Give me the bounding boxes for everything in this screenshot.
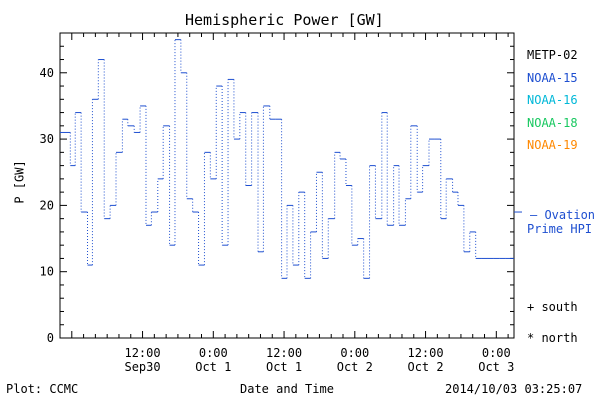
x-axis-label: Date and Time xyxy=(240,382,334,396)
x-tick-label: 0:00 xyxy=(199,346,228,360)
ovation-label: — Ovation xyxy=(530,208,596,222)
y-tick-label: 20 xyxy=(40,198,54,212)
ovation-label-2: Prime HPI xyxy=(527,222,593,236)
x-tick-sublabel: Oct 1 xyxy=(195,360,231,374)
legend: METP-02 NOAA-15 NOAA-16 NOAA-18 NOAA-19 xyxy=(527,44,578,157)
y-tick-label: 0 xyxy=(47,331,54,345)
y-tick-label: 10 xyxy=(40,265,54,279)
legend-item-noaa18: NOAA-18 xyxy=(527,115,578,130)
x-tick-label: 12:00 xyxy=(266,346,302,360)
x-tick-label: 12:00 xyxy=(407,346,443,360)
legend-item-metp02: METP-02 xyxy=(527,48,578,62)
series-group xyxy=(60,39,514,279)
x-tick-sublabel: Oct 2 xyxy=(407,360,443,374)
y-axis-label: P [GW] xyxy=(12,160,27,204)
footer-source: Plot: CCMC xyxy=(6,382,79,396)
x-tick-sublabel: Oct 2 xyxy=(337,360,373,374)
x-tick-label: 12:00 xyxy=(124,346,160,360)
x-tick-label: 0:00 xyxy=(340,346,369,360)
marker-south-label: + south xyxy=(527,300,578,314)
chart-title: Hemispheric Power [GW] xyxy=(185,11,384,29)
plot-frame xyxy=(59,32,515,339)
legend-item-noaa16: NOAA-16 xyxy=(527,93,578,107)
x-tick-sublabel: Sep30 xyxy=(124,360,160,374)
x-tick-sublabel: Oct 1 xyxy=(266,360,302,374)
legend-item-noaa19: NOAA-19 xyxy=(527,138,578,152)
y-tick-label: 40 xyxy=(40,66,54,80)
marker-north-label: * north xyxy=(527,331,578,345)
footer-timestamp: 2014/10/03 03:25:07 xyxy=(445,382,583,396)
x-tick-label: 0:00 xyxy=(482,346,511,360)
x-tick-sublabel: Oct 3 xyxy=(478,360,514,374)
y-tick-label: 30 xyxy=(40,132,54,146)
legend-item-noaa15: NOAA-15 xyxy=(527,70,578,85)
